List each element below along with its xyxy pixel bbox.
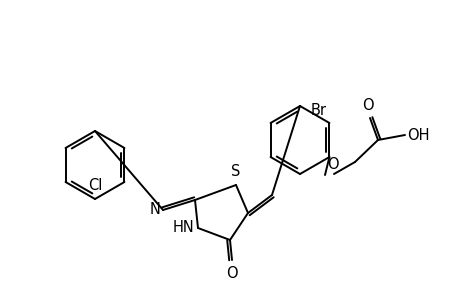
Text: N: N xyxy=(150,202,161,217)
Text: O: O xyxy=(361,98,373,113)
Text: Cl: Cl xyxy=(88,178,102,193)
Text: OH: OH xyxy=(406,128,429,142)
Text: S: S xyxy=(231,164,240,179)
Text: O: O xyxy=(326,157,338,172)
Text: HN: HN xyxy=(172,220,194,236)
Text: O: O xyxy=(226,266,237,281)
Text: Br: Br xyxy=(310,103,326,118)
